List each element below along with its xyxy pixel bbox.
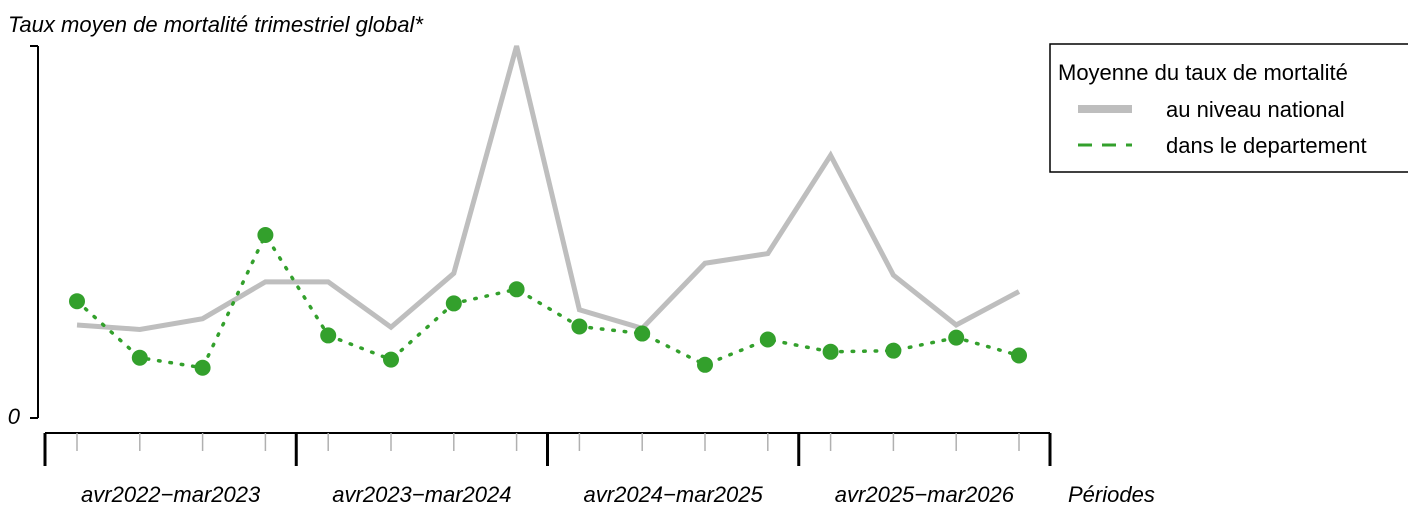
- y-axis-title: Taux moyen de mortalité trimestriel glob…: [8, 12, 424, 37]
- data-point-departement: [131, 349, 148, 366]
- legend-label-departement: dans le departement: [1166, 133, 1367, 158]
- data-point-departement: [194, 359, 211, 376]
- data-point-departement: [697, 356, 713, 373]
- data-point-departement: [571, 318, 588, 335]
- x-axis: avr2022−mar2023 avr2023−mar2024 avr2024−ma…: [43, 432, 1052, 506]
- data-point-departement: [320, 327, 337, 344]
- data-point-departement: [634, 325, 651, 342]
- data-point-departement: [69, 293, 85, 310]
- x-period-label: avr2022−mar2023: [81, 482, 261, 506]
- legend-title: Moyenne du taux de mortalité: [1058, 60, 1348, 85]
- x-period-label: avr2025−mar2026: [835, 482, 1015, 506]
- data-point-departement: [383, 351, 399, 368]
- legend-label-national: au niveau national: [1166, 97, 1345, 122]
- y-axis: 0: [8, 45, 39, 429]
- data-point-departement: [508, 281, 525, 298]
- data-point-departement: [759, 331, 776, 348]
- legend: Moyenne du taux de mortalité au niveau n…: [1049, 43, 1408, 173]
- data-point-departement: [822, 343, 839, 360]
- x-period-label: avr2024−mar2025: [584, 482, 764, 506]
- series-line-departement: [75, 231, 1021, 370]
- x-period-label: avr2023−mar2024: [332, 482, 511, 506]
- data-point-departement: [885, 342, 902, 359]
- data-point-departement: [257, 226, 274, 243]
- data-point-departement: [445, 295, 462, 312]
- data-point-departement: [1011, 347, 1027, 364]
- y-tick-label-zero: 0: [8, 404, 21, 429]
- series-layer: [69, 45, 1027, 376]
- series-line-national: [76, 45, 1021, 332]
- x-axis-title: Périodes: [1068, 482, 1155, 506]
- data-point-departement: [948, 329, 965, 346]
